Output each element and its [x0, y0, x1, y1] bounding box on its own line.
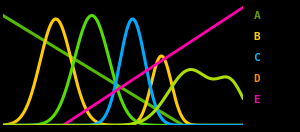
Text: B: B [254, 32, 260, 42]
Text: C: C [254, 53, 260, 63]
Text: D: D [254, 74, 260, 84]
Text: E: E [254, 95, 260, 105]
Text: A: A [254, 11, 260, 21]
